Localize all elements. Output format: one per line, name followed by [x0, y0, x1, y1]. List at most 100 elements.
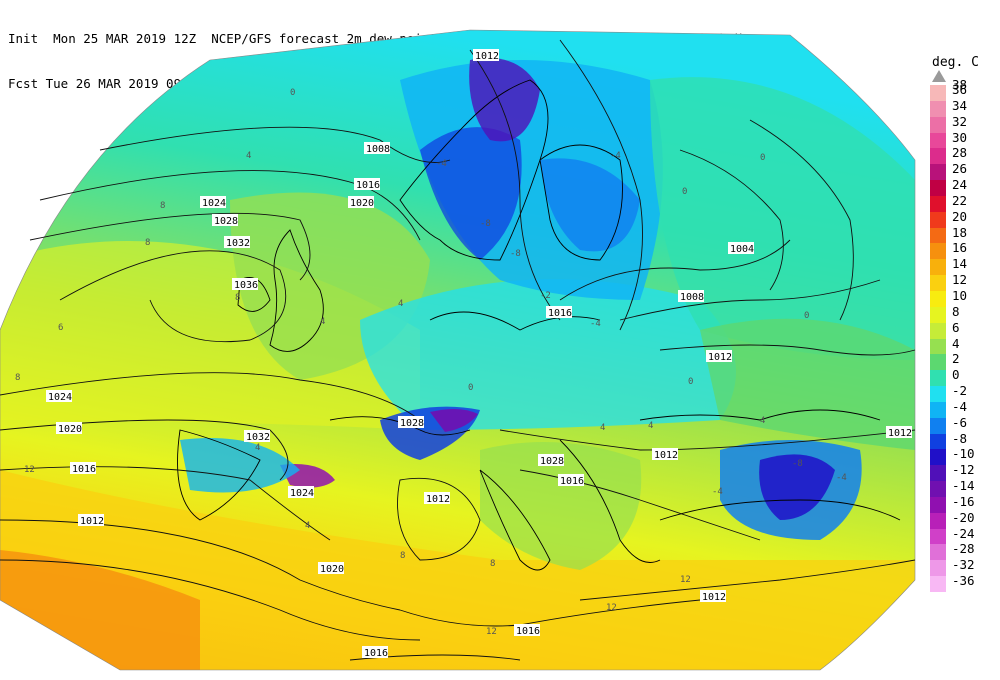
svg-text:1020: 1020 — [350, 198, 374, 209]
svg-text:1016: 1016 — [548, 308, 572, 319]
isobar-label: 1012 — [424, 492, 450, 505]
legend-label: 16 — [952, 240, 968, 256]
legend-swatch — [930, 100, 946, 117]
legend-swatch — [930, 481, 946, 497]
legend-item: 2 — [930, 351, 1000, 371]
legend-label: 36 — [952, 82, 968, 97]
legend-item: -20 — [930, 510, 1000, 529]
legend-label: 32 — [952, 113, 968, 129]
svg-text:1024: 1024 — [290, 488, 314, 499]
svg-text:1028: 1028 — [214, 216, 238, 227]
legend-item: 10 — [930, 288, 1000, 307]
svg-text:1024: 1024 — [202, 198, 226, 209]
temp-label: 8 — [160, 201, 165, 211]
legend-item: 16 — [930, 240, 1000, 260]
svg-text:1016: 1016 — [364, 648, 388, 659]
legend-swatch — [930, 496, 946, 513]
legend-swatch — [930, 290, 946, 307]
temp-label: -2 — [540, 291, 551, 301]
svg-text:1012: 1012 — [708, 352, 732, 363]
legend-item: 20 — [930, 209, 1000, 228]
legend-swatch — [930, 465, 946, 482]
legend-swatch — [930, 227, 946, 244]
temp-label: 0 — [804, 311, 809, 321]
legend-swatch — [930, 132, 946, 149]
legend-swatch — [930, 116, 946, 133]
legend-label: 14 — [952, 256, 968, 272]
legend-swatch — [930, 370, 946, 387]
legend-item: 26 — [930, 161, 1000, 181]
svg-text:1032: 1032 — [226, 238, 250, 249]
legend-label: -36 — [952, 573, 975, 589]
svg-text:1020: 1020 — [58, 424, 82, 435]
legend-label: -12 — [952, 462, 975, 478]
legend-item: -28 — [930, 541, 1000, 561]
svg-text:1032: 1032 — [246, 432, 270, 443]
legend-item: 36 — [930, 82, 1000, 101]
legend-item: -12 — [930, 462, 1000, 482]
temp-label: -8 — [792, 459, 803, 469]
temp-label: 12 — [24, 465, 35, 475]
svg-text:1008: 1008 — [680, 292, 704, 303]
legend-label: 6 — [952, 319, 960, 335]
temp-label: 0 — [760, 153, 765, 163]
legend-swatch — [930, 544, 946, 561]
legend-swatch — [930, 322, 946, 339]
temp-label: 0 — [682, 187, 687, 197]
temp-label: 12 — [606, 603, 617, 613]
temp-label: 8 — [15, 373, 20, 383]
legend-item: -36 — [930, 573, 1000, 592]
svg-text:1016: 1016 — [560, 476, 584, 487]
temp-label: 4 — [305, 521, 310, 531]
legend-item: -4 — [930, 399, 1000, 418]
legend-swatch — [930, 164, 946, 181]
legend-top-label: 38 — [952, 77, 968, 92]
svg-text:1028: 1028 — [540, 456, 564, 467]
temp-label: 12 — [680, 575, 691, 585]
isobar-label: 1004 — [728, 242, 754, 255]
isobar-label: 1036 — [232, 278, 258, 291]
svg-text:1028: 1028 — [400, 418, 424, 429]
legend-item: 28 — [930, 145, 1000, 165]
isobar-label: 1028 — [538, 454, 564, 467]
isobar-label: 1024 — [200, 196, 226, 209]
isobar-label: 1008 — [364, 142, 390, 155]
svg-text:1012: 1012 — [426, 494, 450, 505]
legend-label: 4 — [952, 335, 960, 351]
svg-text:1012: 1012 — [80, 516, 104, 527]
temp-label: 4 — [255, 443, 260, 453]
legend-swatch — [930, 338, 946, 355]
legend-swatch — [930, 449, 946, 466]
legend-label: 34 — [952, 97, 968, 113]
legend-item: 12 — [930, 272, 1000, 291]
isobar-label: 1016 — [546, 306, 572, 319]
legend-max-arrow-icon — [932, 70, 946, 82]
coastlines — [177, 79, 901, 571]
legend-item: 30 — [930, 130, 1000, 149]
legend-label: 26 — [952, 161, 968, 177]
temp-label: 8 — [145, 238, 150, 248]
legend-swatch — [930, 401, 946, 418]
temp-label: -4 — [712, 487, 723, 497]
temp-label: 4 — [398, 299, 403, 309]
isobar-label: 1016 — [362, 646, 388, 659]
isobar-labels: 1012 1008 1016 1020 1024 1028 1032 1036 … — [46, 49, 912, 659]
legend-item: -6 — [930, 415, 1000, 434]
legend-label: -32 — [952, 557, 975, 573]
isobar-label: 1024 — [288, 486, 314, 499]
isobar-label: 1016 — [354, 178, 380, 191]
legend-swatch — [930, 354, 946, 371]
temp-label: 0 — [290, 88, 295, 98]
legend-swatch — [930, 195, 946, 212]
legend-item: 0 — [930, 367, 1000, 387]
legend-swatch — [930, 306, 946, 323]
svg-text:1012: 1012 — [702, 592, 726, 603]
legend-item: 14 — [930, 256, 1000, 276]
temperature-labels: 0 4 8 8 8 6 8 4 4 4 -4 -4 -8 -8 0 0 0 0 … — [15, 88, 847, 637]
legend-label: 28 — [952, 145, 968, 161]
svg-text:1016: 1016 — [516, 626, 540, 637]
temp-label: -4 — [436, 159, 447, 169]
legend-swatch — [930, 560, 946, 577]
legend-swatch — [930, 211, 946, 228]
legend-swatch — [930, 512, 946, 529]
